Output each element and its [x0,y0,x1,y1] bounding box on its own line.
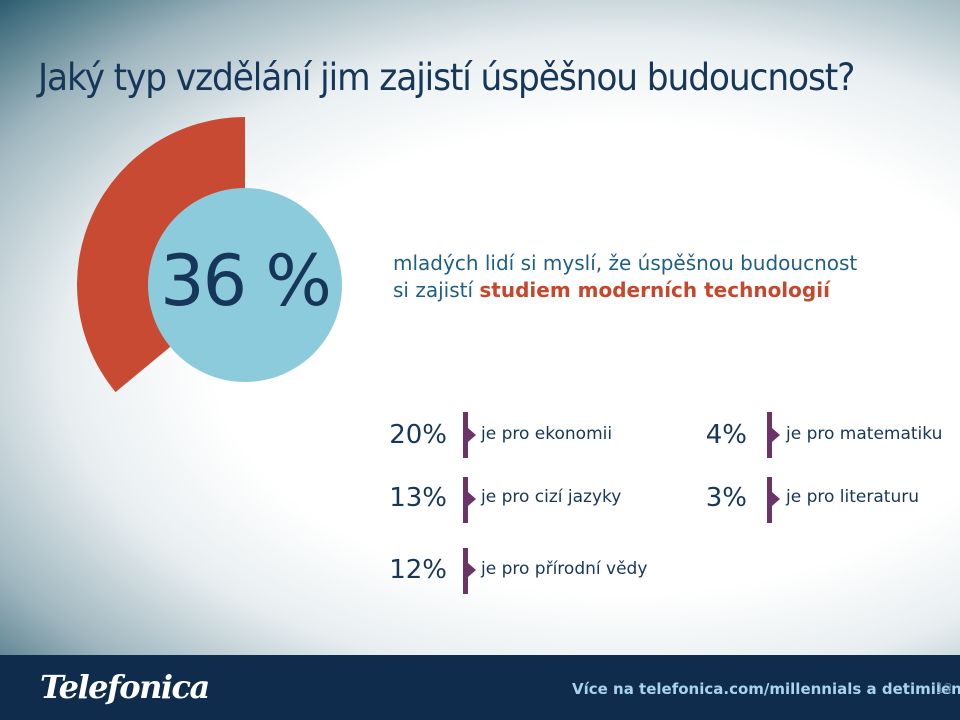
item-percent: 12% [389,555,447,585]
description-line: mladých lidí si myslí, že úspěšnou budou… [393,251,858,275]
footer-link[interactable]: Více na telefonica.com/millennials a det… [572,680,960,698]
description-highlight: studiem moderních technologií [479,278,830,302]
title: Jaký typ vzdělání jim zajistí úspěšnou b… [38,56,855,99]
item-percent: 4% [705,420,747,450]
bullets [463,412,780,594]
item-label: je pro matematiku [786,424,943,444]
logo: Telefonica [40,668,210,706]
donut-center [148,188,342,382]
item-label: je pro ekonomii [481,424,613,444]
item-percent: 3% [705,483,747,513]
item-label: je pro literaturu [786,487,919,507]
description-text: si zajistí [393,278,474,302]
item-label: je pro cizí jazyky [481,487,622,507]
big-stat: 36 % [160,240,332,322]
item-percent: 20% [389,420,447,450]
item-label: je pro přírodní vědy [481,559,648,579]
page-number: 12 [936,682,953,697]
item-percent: 13% [389,483,447,513]
footer [0,655,960,720]
description: mladých lidí si myslí, že úspěšnou budou… [393,250,857,304]
description-line: si zajistí studiem moderních technologií [393,277,857,304]
